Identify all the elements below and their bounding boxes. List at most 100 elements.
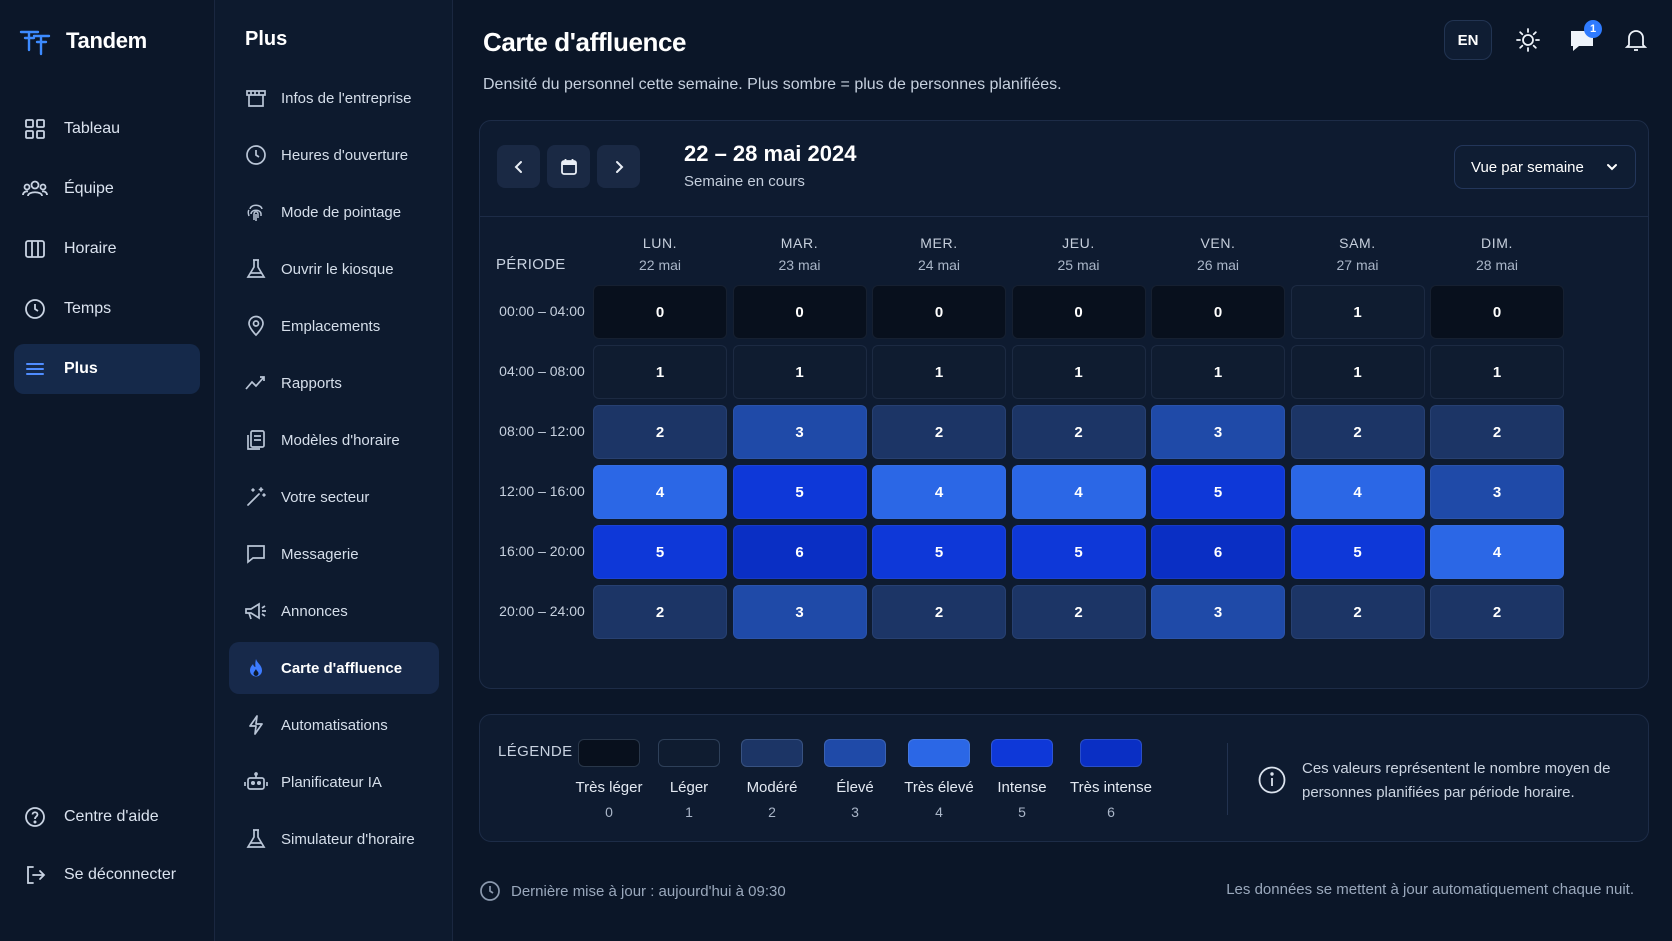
heatmap-cell[interactable]: 4 (1290, 465, 1425, 519)
top-actions: EN 1 (1444, 20, 1654, 60)
megaphone-icon (243, 598, 269, 624)
day-column-header: JEU. 25 mai (1012, 235, 1146, 273)
heatmap-cell[interactable]: 0 (1151, 285, 1285, 339)
legend-label: Léger (669, 779, 709, 796)
menu-label: Automatisations (281, 716, 388, 734)
calendar-button[interactable] (547, 145, 590, 188)
legend-value: 4 (935, 804, 943, 820)
view-mode-select[interactable]: Vue par semaine (1454, 145, 1636, 189)
heatmap-cell[interactable]: 1 (732, 345, 867, 399)
menu-item-ai-planner[interactable]: Planificateur IA (229, 756, 439, 808)
day-column-header: SAM. 27 mai (1291, 235, 1425, 273)
menu-item-punch-mode[interactable]: Mode de pointage (229, 186, 439, 238)
heatmap-cell[interactable]: 1 (1011, 345, 1146, 399)
heatmap-cell[interactable]: 3 (732, 405, 867, 459)
heatmap-cell[interactable]: 5 (1151, 465, 1285, 519)
theme-toggle-button[interactable] (1510, 22, 1546, 58)
heatmap-cell[interactable]: 6 (1151, 525, 1285, 579)
messages-badge: 1 (1584, 20, 1602, 38)
messages-button[interactable]: 1 (1564, 20, 1602, 58)
heatmap-cell[interactable]: 2 (1290, 585, 1425, 639)
menu-item-reports[interactable]: Rapports (229, 357, 439, 409)
menu-item-messaging[interactable]: Messagerie (229, 528, 439, 580)
heatmap-cell[interactable]: 2 (872, 585, 1006, 639)
heatmap-cell[interactable]: 5 (732, 465, 867, 519)
nav-item-plus[interactable]: Plus (14, 344, 200, 394)
heatmap-cell[interactable]: 2 (872, 405, 1006, 459)
legend-title: LÉGENDE (498, 743, 573, 760)
heatmap-cell[interactable]: 1 (1151, 345, 1285, 399)
chevron-down-icon (1605, 160, 1619, 174)
heatmap-cell[interactable]: 4 (872, 465, 1006, 519)
heatmap-cell[interactable]: 0 (1430, 285, 1564, 339)
legend-label: Très élevé (904, 779, 974, 796)
heatmap-cell[interactable]: 4 (593, 465, 727, 519)
brand[interactable]: Tandem (18, 26, 147, 56)
menu-label: Votre secteur (281, 488, 370, 506)
menu-item-locations[interactable]: Emplacements (229, 300, 439, 352)
app-name: Tandem (66, 28, 147, 53)
menu-label: Infos de l'entreprise (281, 89, 412, 107)
menu-item-schedule-simulator[interactable]: Simulateur d'horaire (229, 813, 439, 865)
heatmap-cell[interactable]: 5 (872, 525, 1006, 579)
menu-item-announcements[interactable]: Annonces (229, 585, 439, 637)
help-center-link[interactable]: Centre d'aide (14, 792, 200, 842)
day-name: MAR. (780, 235, 819, 251)
heatmap-cell[interactable]: 1 (1430, 345, 1564, 399)
prev-week-button[interactable] (497, 145, 540, 188)
heatmap-cell[interactable]: 4 (1011, 465, 1146, 519)
nav-item-equipe[interactable]: Équipe (14, 164, 200, 214)
heatmap-cell[interactable]: 2 (593, 405, 727, 459)
heatmap-cell[interactable]: 3 (1151, 405, 1285, 459)
heatmap-cell[interactable]: 2 (1430, 405, 1564, 459)
nav-label: Plus (64, 360, 98, 377)
menu-item-company-info[interactable]: Infos de l'entreprise (229, 72, 439, 124)
heatmap-cell[interactable]: 5 (1011, 525, 1146, 579)
nav-item-tableau[interactable]: Tableau (14, 104, 200, 154)
heatmap-cell[interactable]: 2 (1430, 585, 1564, 639)
heatmap-cell[interactable]: 1 (1290, 345, 1425, 399)
notifications-button[interactable] (1618, 22, 1654, 58)
legend-item: Intense 5 (967, 739, 1077, 820)
day-column-header: LUN. 22 mai (593, 235, 727, 273)
period-label: 12:00 – 16:00 (499, 483, 585, 499)
logout-button[interactable]: Se déconnecter (14, 850, 200, 900)
legend-swatch (658, 739, 720, 767)
next-week-button[interactable] (597, 145, 640, 188)
logout-icon (22, 862, 48, 888)
heatmap-cell[interactable]: 6 (732, 525, 867, 579)
language-button[interactable]: EN (1444, 20, 1492, 60)
heatmap-cell[interactable]: 0 (732, 285, 867, 339)
legend-swatch (578, 739, 640, 767)
heatmap-cell[interactable]: 5 (1290, 525, 1425, 579)
heatmap-cell[interactable]: 0 (872, 285, 1006, 339)
menu-item-your-sector[interactable]: Votre secteur (229, 471, 439, 523)
heatmap-cell[interactable]: 3 (1151, 585, 1285, 639)
menu-item-heatmap[interactable]: Carte d'affluence (229, 642, 439, 694)
heatmap-cell[interactable]: 1 (872, 345, 1006, 399)
nav-label: Se déconnecter (64, 866, 177, 883)
nav-item-temps[interactable]: Temps (14, 284, 200, 334)
period-label: 20:00 – 24:00 (499, 603, 585, 619)
heatmap-cell[interactable]: 3 (1430, 465, 1564, 519)
menu-item-kiosk[interactable]: Ouvrir le kiosque (229, 243, 439, 295)
heatmap-cell[interactable]: 3 (732, 585, 867, 639)
heatmap-cell[interactable]: 2 (1011, 405, 1146, 459)
heatmap-cell[interactable]: 2 (593, 585, 727, 639)
heatmap-cell[interactable]: 2 (1290, 405, 1425, 459)
heatmap-cell[interactable]: 2 (1011, 585, 1146, 639)
team-icon (22, 176, 48, 202)
magic-wand-icon (243, 484, 269, 510)
heatmap-cell[interactable]: 0 (1011, 285, 1146, 339)
heatmap-cell[interactable]: 5 (593, 525, 727, 579)
heatmap-cell[interactable]: 0 (593, 285, 727, 339)
legend-item: Très élevé 4 (884, 739, 994, 820)
heatmap-cell[interactable]: 1 (593, 345, 727, 399)
legend-value: 2 (768, 804, 776, 820)
heatmap-cell[interactable]: 4 (1430, 525, 1564, 579)
menu-item-opening-hours[interactable]: Heures d'ouverture (229, 129, 439, 181)
heatmap-cell[interactable]: 1 (1290, 285, 1425, 339)
menu-item-automations[interactable]: Automatisations (229, 699, 439, 751)
menu-item-schedule-templates[interactable]: Modèles d'horaire (229, 414, 439, 466)
nav-item-horaire[interactable]: Horaire (14, 224, 200, 274)
